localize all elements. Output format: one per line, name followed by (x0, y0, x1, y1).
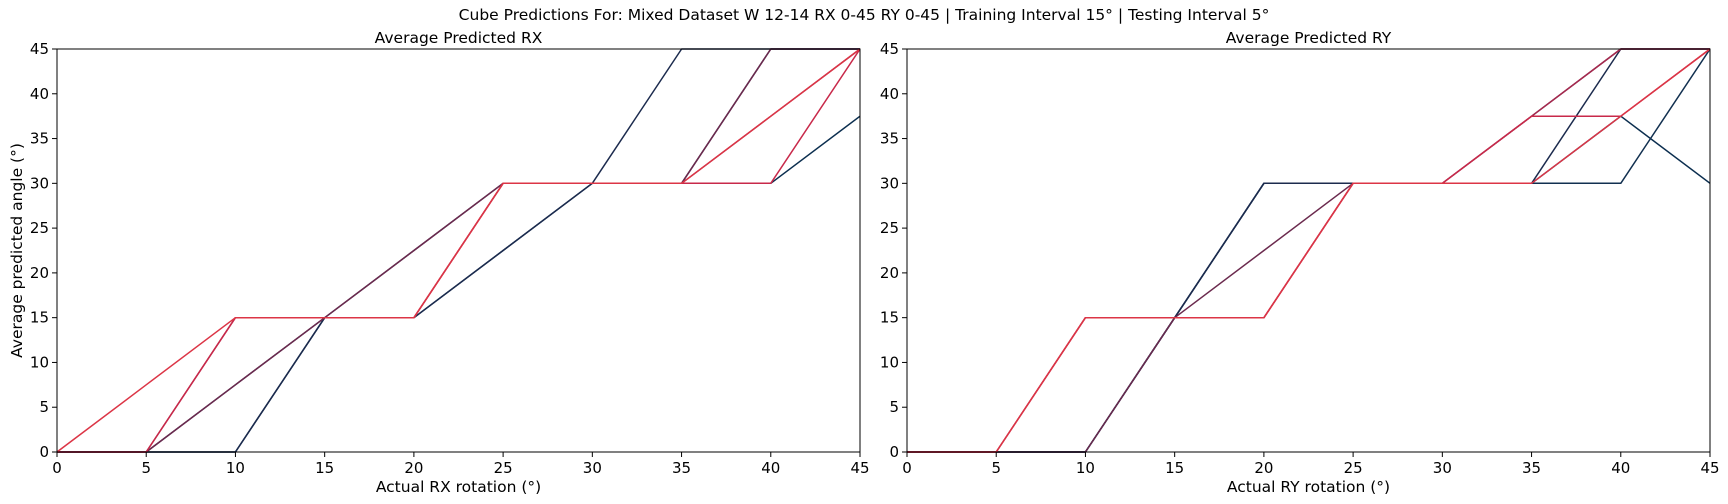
y-tick-label: 40 (880, 85, 899, 103)
x-tick-label: 40 (1611, 459, 1630, 477)
axes-frame (56, 48, 861, 453)
x-tick-label: 35 (672, 459, 691, 477)
y-tick-label: 0 (889, 443, 899, 461)
x-tick-label: 0 (902, 459, 912, 477)
y-tick-label: 25 (30, 219, 49, 237)
y-tick-label: 40 (30, 85, 49, 103)
y-tick-label: 30 (30, 174, 49, 192)
y-tick-label: 20 (880, 264, 899, 282)
panel-title: Average Predicted RY (1226, 29, 1392, 47)
chart-panel-ry: 0 5 10 15 20 25 30 35 40 45 0 5 10 15 20 25 30 35 40 45 Aver… (880, 29, 1720, 496)
x-tick-label: 15 (1165, 459, 1184, 477)
x-tick-label: 20 (404, 459, 423, 477)
y-tick-label: 15 (30, 309, 49, 327)
y-axis-label: Average predicted angle (°) (8, 143, 26, 358)
x-tick-label: 0 (52, 459, 62, 477)
series-line-7 (907, 48, 1710, 453)
series-line-7 (57, 48, 860, 453)
y-tick-label: 10 (30, 353, 49, 371)
y-tick-label: 30 (880, 174, 899, 192)
x-tick-label: 5 (991, 459, 1001, 477)
x-tick-label: 25 (494, 459, 513, 477)
figure-title: Cube Predictions For: Mixed Dataset W 12… (458, 6, 1270, 24)
x-tick-label: 10 (226, 459, 245, 477)
y-tick-label: 10 (880, 353, 899, 371)
y-tick-label: 20 (30, 264, 49, 282)
x-tick-label: 40 (761, 459, 780, 477)
y-tick-label: 15 (880, 309, 899, 327)
y-tick-label: 45 (30, 40, 49, 58)
x-tick-label: 30 (1433, 459, 1452, 477)
x-tick-label: 5 (141, 459, 151, 477)
x-tick-label: 45 (1700, 459, 1719, 477)
x-tick-label: 15 (315, 459, 334, 477)
x-tick-label: 20 (1254, 459, 1273, 477)
y-tick-label: 45 (880, 40, 899, 58)
panel-title: Average Predicted RX (375, 29, 543, 47)
y-tick-label: 5 (39, 398, 49, 416)
x-tick-label: 45 (850, 459, 869, 477)
x-axis-label: Actual RY rotation (°) (1227, 478, 1390, 496)
chart-panel-rx: 0 5 10 15 20 25 30 35 40 45 0 5 10 15 20 25 30 35 40 45 Aver… (8, 29, 870, 496)
x-tick-label: 10 (1076, 459, 1095, 477)
series-group (57, 48, 860, 453)
axes-frame (906, 48, 1711, 453)
y-tick-label: 5 (889, 398, 899, 416)
series-line-4 (57, 48, 860, 453)
series-line-1 (907, 115, 1710, 453)
series-group (907, 48, 1710, 453)
y-tick-label: 35 (880, 130, 899, 148)
x-tick-label: 30 (583, 459, 602, 477)
x-tick-label: 25 (1344, 459, 1363, 477)
y-tick-label: 25 (880, 219, 899, 237)
x-axis-label: Actual RX rotation (°) (376, 478, 541, 496)
x-tick-label: 35 (1522, 459, 1541, 477)
y-tick-label: 35 (30, 130, 49, 148)
y-tick-label: 0 (39, 443, 49, 461)
